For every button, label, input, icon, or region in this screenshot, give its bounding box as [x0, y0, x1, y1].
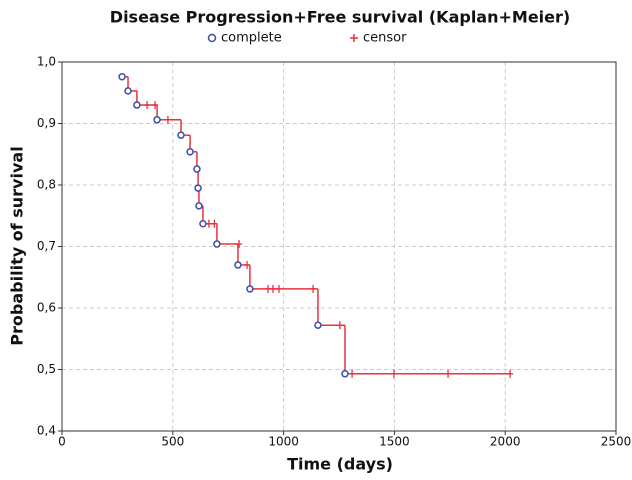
x-tick-label: 1000 — [268, 435, 299, 449]
complete-mark — [124, 87, 132, 95]
complete-mark — [177, 131, 185, 139]
complete-mark — [186, 148, 194, 156]
censor-mark — [336, 321, 343, 330]
censor-mark — [310, 284, 317, 293]
complete-mark — [234, 261, 242, 269]
censor-mark — [507, 369, 514, 378]
complete-mark — [195, 202, 203, 210]
y-tick-label: 0,5 — [37, 362, 56, 376]
x-axis-label: Time (days) — [287, 455, 393, 474]
complete-mark — [193, 165, 201, 173]
censor-mark — [205, 219, 212, 228]
y-tick-label: 1,0 — [37, 55, 56, 69]
y-tick-label: 0,6 — [37, 301, 56, 315]
x-tick-label: 1500 — [379, 435, 410, 449]
censor-mark — [211, 219, 218, 228]
censor-mark — [390, 369, 397, 378]
censor-mark — [445, 369, 452, 378]
legend-label: censor — [363, 31, 407, 46]
legend-label: complete — [221, 31, 282, 46]
x-tick-label: 500 — [161, 435, 184, 449]
x-tick-label: 2000 — [490, 435, 521, 449]
y-tick-label: 0,8 — [37, 178, 56, 192]
censor-mark — [244, 260, 251, 269]
y-tick-label: 0,9 — [37, 116, 56, 130]
complete-mark — [199, 219, 207, 228]
y-tick-label: 0,7 — [37, 239, 56, 253]
complete-mark — [118, 73, 126, 81]
complete-mark — [153, 116, 161, 124]
complete-mark — [314, 321, 322, 329]
complete-mark — [133, 101, 141, 109]
censor-mark — [349, 369, 356, 378]
censor-mark — [164, 115, 171, 124]
complete-mark — [194, 184, 202, 192]
censor-mark — [269, 284, 276, 293]
censor-mark — [144, 101, 151, 110]
complete-mark — [246, 285, 254, 293]
y-axis-label: Probability of survival — [8, 146, 27, 345]
complete-mark — [213, 240, 221, 248]
chart-title: Disease Progression+Free survival (Kapla… — [110, 8, 570, 27]
x-tick-label: 0 — [58, 435, 66, 449]
complete-mark — [341, 370, 349, 378]
censor-mark — [152, 101, 159, 110]
y-tick-label: 0,4 — [37, 424, 56, 438]
legend-marker — [207, 33, 217, 43]
plot-frame — [61, 61, 617, 432]
censor-mark — [236, 240, 243, 249]
x-tick-label: 2500 — [601, 435, 632, 449]
censor-mark — [275, 284, 282, 293]
